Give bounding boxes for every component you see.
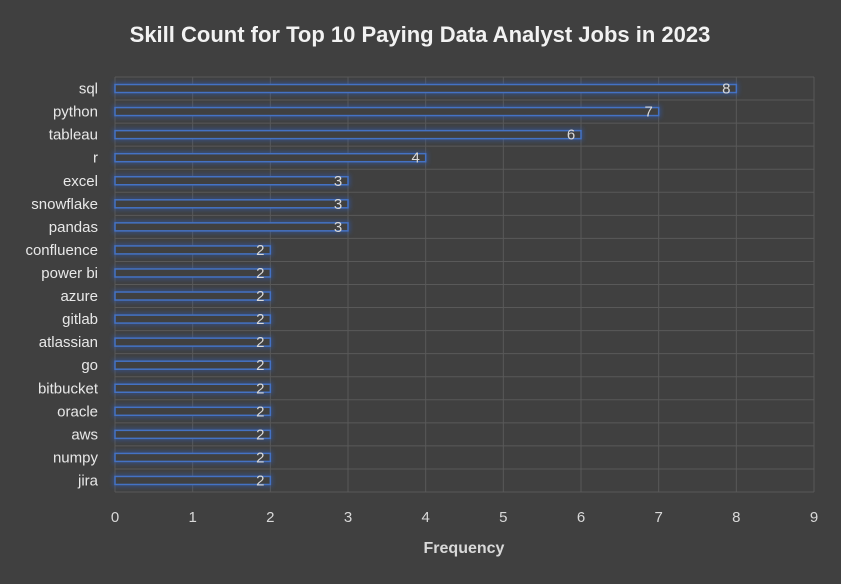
bar xyxy=(114,268,272,278)
data-label: 2 xyxy=(256,357,264,374)
bar xyxy=(114,176,349,186)
x-axis-label: Frequency xyxy=(424,540,505,557)
x-tick-label: 7 xyxy=(654,509,662,526)
bar xyxy=(114,222,349,232)
category-label: sql xyxy=(79,81,98,98)
data-label: 3 xyxy=(334,196,342,213)
data-label: 2 xyxy=(256,426,264,443)
category-label: r xyxy=(93,150,98,167)
bar xyxy=(114,406,272,417)
gridlines xyxy=(114,76,815,493)
bar xyxy=(114,199,349,209)
data-label: 4 xyxy=(411,150,419,167)
data-label: 2 xyxy=(256,403,264,420)
bar xyxy=(114,83,738,94)
category-labels: sql python tableau r excel snowflake pandas con… xyxy=(25,81,98,490)
category-label: oracle xyxy=(57,403,98,420)
bar xyxy=(114,383,272,393)
data-label: 7 xyxy=(644,104,652,121)
category-label: snowflake xyxy=(31,196,98,213)
data-labels: 8 7 6 4 3 3 3 2 2 2 2 2 2 2 2 2 2 2 xyxy=(256,81,730,490)
bars xyxy=(113,82,739,487)
data-label: 2 xyxy=(256,265,264,282)
bar xyxy=(114,429,272,440)
data-label: 2 xyxy=(256,334,264,351)
bar xyxy=(114,129,582,140)
x-tick-label: 1 xyxy=(188,509,196,526)
chart-title: Skill Count for Top 10 Paying Data Analy… xyxy=(130,22,711,47)
bar xyxy=(114,245,272,255)
data-label: 2 xyxy=(256,288,264,305)
data-label: 8 xyxy=(722,81,730,98)
x-tick-label: 3 xyxy=(344,509,352,526)
bar xyxy=(114,106,660,117)
category-label: bitbucket xyxy=(38,380,99,397)
x-tick-label: 2 xyxy=(266,509,274,526)
category-label: python xyxy=(53,104,98,121)
data-label: 2 xyxy=(256,472,264,489)
category-label: tableau xyxy=(49,127,98,144)
data-label: 2 xyxy=(256,311,264,328)
bar xyxy=(114,475,272,486)
bar xyxy=(114,291,272,301)
data-label: 3 xyxy=(334,219,342,236)
data-label: 3 xyxy=(334,173,342,190)
category-label: azure xyxy=(60,288,98,305)
category-label: aws xyxy=(71,426,98,443)
bar xyxy=(114,337,272,347)
data-label: 6 xyxy=(567,127,575,144)
x-tick-label: 6 xyxy=(577,509,585,526)
bar xyxy=(114,452,272,463)
bar xyxy=(114,152,427,163)
x-tick-label: 0 xyxy=(111,509,119,526)
bar xyxy=(114,360,272,370)
category-label: power bi xyxy=(41,265,98,282)
category-label: atlassian xyxy=(39,334,98,351)
category-label: gitlab xyxy=(62,311,98,328)
x-tick-label: 5 xyxy=(499,509,507,526)
category-label: go xyxy=(81,357,98,374)
x-axis-ticks: 0 1 2 3 4 5 6 7 8 9 xyxy=(111,509,818,526)
x-tick-label: 8 xyxy=(732,509,740,526)
bar xyxy=(114,314,272,324)
category-label: jira xyxy=(77,472,99,489)
category-label: numpy xyxy=(53,449,99,466)
data-label: 2 xyxy=(256,380,264,397)
category-label: confluence xyxy=(25,242,98,259)
data-label: 2 xyxy=(256,449,264,466)
data-label: 2 xyxy=(256,242,264,259)
x-tick-label: 9 xyxy=(810,509,818,526)
category-label: pandas xyxy=(49,219,98,236)
x-tick-label: 4 xyxy=(421,509,429,526)
category-label: excel xyxy=(63,173,98,190)
